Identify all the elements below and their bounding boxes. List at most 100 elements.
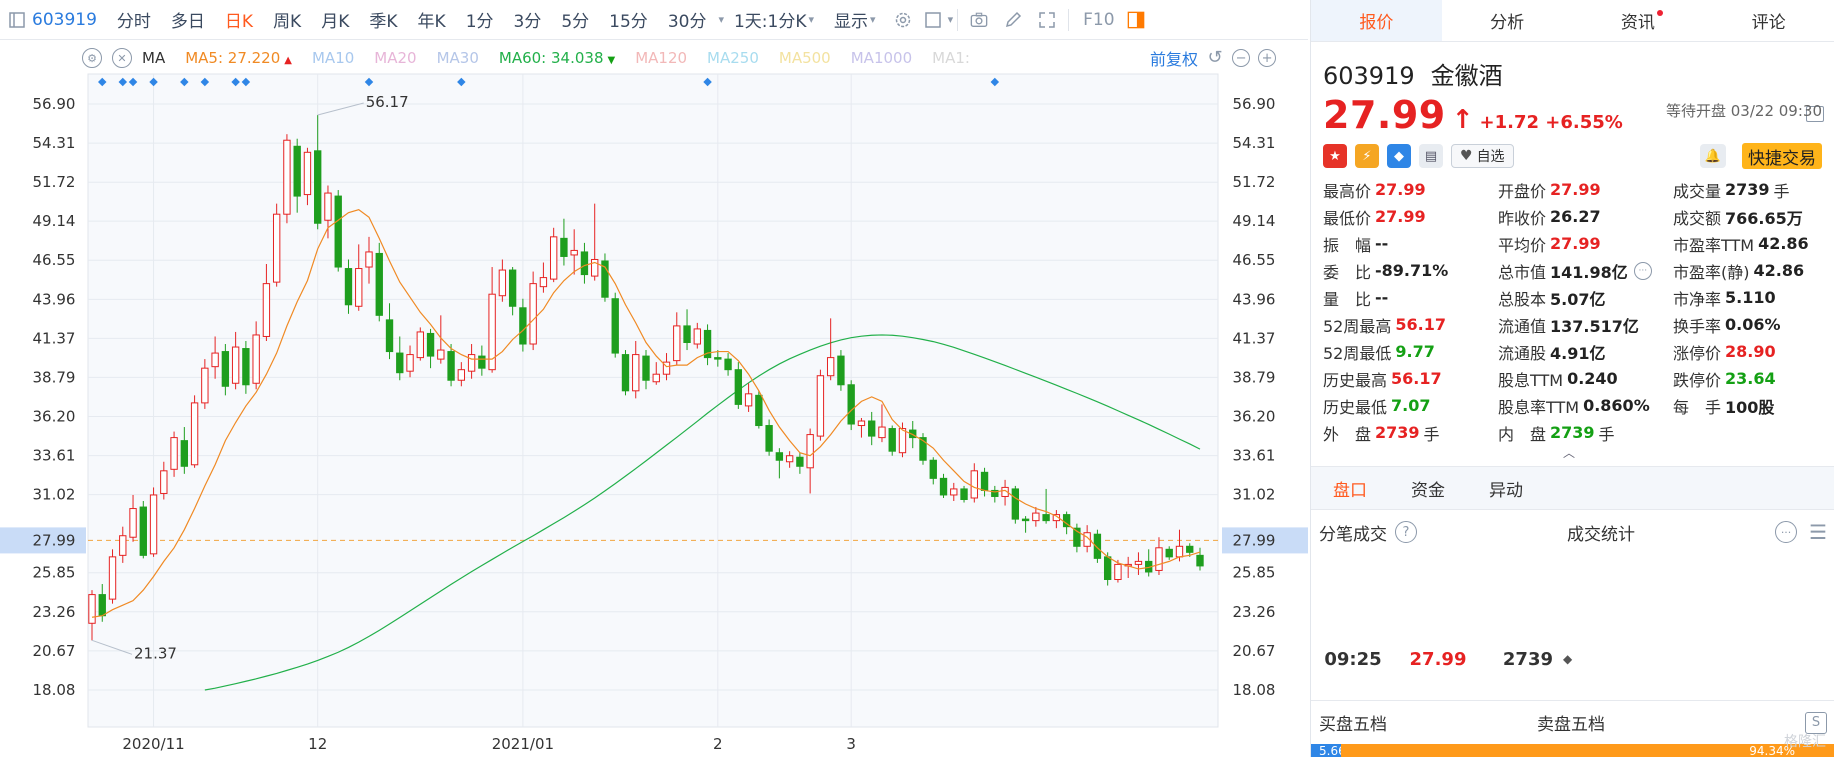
triangle-up-icon: ▲ (284, 55, 292, 66)
pencil-icon[interactable] (1004, 11, 1022, 29)
ma-close-icon[interactable]: ✕ (112, 48, 132, 68)
adjust-button[interactable]: 前复权 (1150, 50, 1199, 69)
candle (119, 526, 127, 563)
candle (416, 327, 424, 361)
panel-tab-label: 评论 (1751, 13, 1786, 33)
candle (88, 590, 96, 641)
help-icon[interactable]: ? (1395, 521, 1417, 543)
candle (868, 411, 876, 446)
stat-item: 最高价 27.99 (1323, 178, 1498, 201)
document-icon[interactable]: ▤ (1419, 144, 1443, 168)
frame-chevron-icon[interactable]: ▾ (947, 13, 954, 26)
candle (303, 147, 312, 206)
event-marker-icon (364, 77, 374, 87)
stat-label: 市净率 (1673, 289, 1722, 309)
more-icon[interactable]: ··· (1775, 521, 1798, 543)
stat-item: 市盈率TTM 42.86 (1673, 232, 1823, 255)
ma-item[interactable]: MA120 (635, 49, 687, 67)
zoom-in-icon[interactable]: + (1258, 49, 1277, 67)
period-button[interactable]: 年K (417, 12, 446, 32)
stat-item: 振 幅 -- (1323, 232, 1498, 255)
period-button[interactable]: 5分 (561, 12, 590, 32)
panel-tab[interactable]: 分析 (1442, 0, 1573, 41)
ma-item[interactable]: MA1: (932, 49, 970, 67)
period-button[interactable]: 分时 (116, 12, 151, 32)
period-button[interactable]: 3分 (513, 12, 542, 32)
period-button[interactable]: 周K (273, 12, 302, 32)
panel-menu-icon[interactable] (1806, 106, 1824, 122)
f10-button[interactable]: F10 (1083, 9, 1115, 30)
ma-item[interactable]: MA250 (707, 49, 759, 67)
zoom-out-icon[interactable]: − (1232, 49, 1251, 67)
period-button[interactable]: 15分 (609, 12, 648, 32)
tick-volume: 2739 (1502, 648, 1553, 670)
period-button[interactable]: 月K (321, 12, 350, 32)
x-tick-label: 12 (308, 735, 327, 753)
quick-trade-button[interactable]: 快捷交易 (1742, 143, 1822, 169)
ma-item[interactable]: MA20 (374, 49, 416, 67)
more-periods-chevron-icon[interactable]: ▾ (718, 13, 724, 26)
collapse-caret-icon[interactable]: ︿ (1563, 446, 1576, 460)
more-icon[interactable]: ··· (1633, 261, 1652, 280)
candle (529, 271, 537, 351)
ma-item[interactable]: MA30 (437, 49, 479, 67)
ma-item[interactable]: MA60: 34.038 ▼ (498, 49, 616, 67)
tag-icon[interactable]: ◆ (1387, 144, 1411, 168)
high-label: 56.17 (366, 93, 409, 111)
candle-body (375, 252, 383, 316)
fullscreen-icon[interactable] (1038, 11, 1056, 29)
ma-item[interactable]: MA500 (779, 49, 831, 67)
sub-tab[interactable]: 异动 (1489, 480, 1523, 501)
candle-body (467, 354, 476, 372)
undo-icon[interactable]: ↺ (1207, 47, 1223, 68)
period-button[interactable]: 1分 (465, 12, 494, 32)
panel-tab-label: 分析 (1490, 13, 1525, 33)
sidebar-toggle-icon[interactable] (8, 11, 26, 29)
panel-tab[interactable]: 报价 (1311, 0, 1442, 41)
candle-body (1165, 548, 1173, 558)
stat-value: 56.17 (1391, 369, 1442, 388)
camera-icon[interactable] (970, 11, 988, 29)
sub-tab[interactable]: 资金 (1411, 480, 1445, 501)
list-icon[interactable]: ☰ (1809, 520, 1827, 544)
panel-tab[interactable]: 资讯 (1573, 0, 1704, 41)
period-button[interactable]: 30分 (667, 12, 707, 32)
candle-body (385, 319, 394, 353)
ma-item[interactable]: MA5: 27.220 ▲ (185, 49, 292, 67)
stat-item: 跌停价 23.64 (1673, 367, 1823, 390)
y-tick-label-right: 46.55 (1233, 251, 1276, 269)
candle (375, 242, 383, 322)
stat-value: 56.17 (1395, 315, 1446, 334)
frame-icon[interactable] (924, 11, 942, 29)
y-tick-label-left: 41.37 (33, 329, 76, 347)
display-select[interactable]: 显示 ▾ (824, 0, 886, 40)
period-button[interactable]: 季K (369, 12, 398, 32)
sub-tab[interactable]: 盘口 (1333, 480, 1367, 501)
period-button[interactable]: 多日 (170, 12, 205, 32)
ma-item[interactable]: MA1000 (851, 49, 912, 67)
candle-body (1196, 554, 1204, 567)
stock-code-label[interactable]: 603919 (32, 9, 97, 30)
x-tick-label: 2 (713, 735, 723, 753)
stat-item: 市盈率(静) 42.86 (1673, 259, 1823, 282)
ma-item[interactable]: MA10 (312, 49, 354, 67)
bell-icon[interactable]: 🔔 (1700, 144, 1726, 168)
candle (1073, 523, 1081, 553)
panel-toggle-icon[interactable] (1127, 11, 1145, 29)
panel-tab[interactable]: 评论 (1703, 0, 1834, 41)
kline-chart[interactable]: 56.90 56.90 54.31 54.31 51.72 51.72 49.14 49.14… (0, 40, 1308, 757)
period-button[interactable]: 日K (224, 12, 254, 32)
ma-settings-gear-icon[interactable]: ⚙ (82, 48, 102, 68)
flash-icon[interactable]: ⚡ (1355, 144, 1379, 168)
watchlist-button[interactable]: ♥ 自选 (1451, 144, 1514, 168)
gear-icon[interactable] (894, 11, 912, 29)
candle-body (570, 249, 578, 256)
multi-period-select[interactable]: 1天:1分K ▾ (724, 0, 824, 40)
china-flag-icon[interactable]: ★ (1323, 144, 1347, 168)
display-select-label: 显示 (834, 12, 869, 32)
candle-body (119, 535, 127, 556)
s-icon[interactable]: S (1805, 711, 1827, 734)
y-tick-label-left: 18.08 (33, 681, 76, 699)
stat-label: 股息率TTM (1498, 397, 1580, 417)
candle-body (1021, 518, 1030, 522)
